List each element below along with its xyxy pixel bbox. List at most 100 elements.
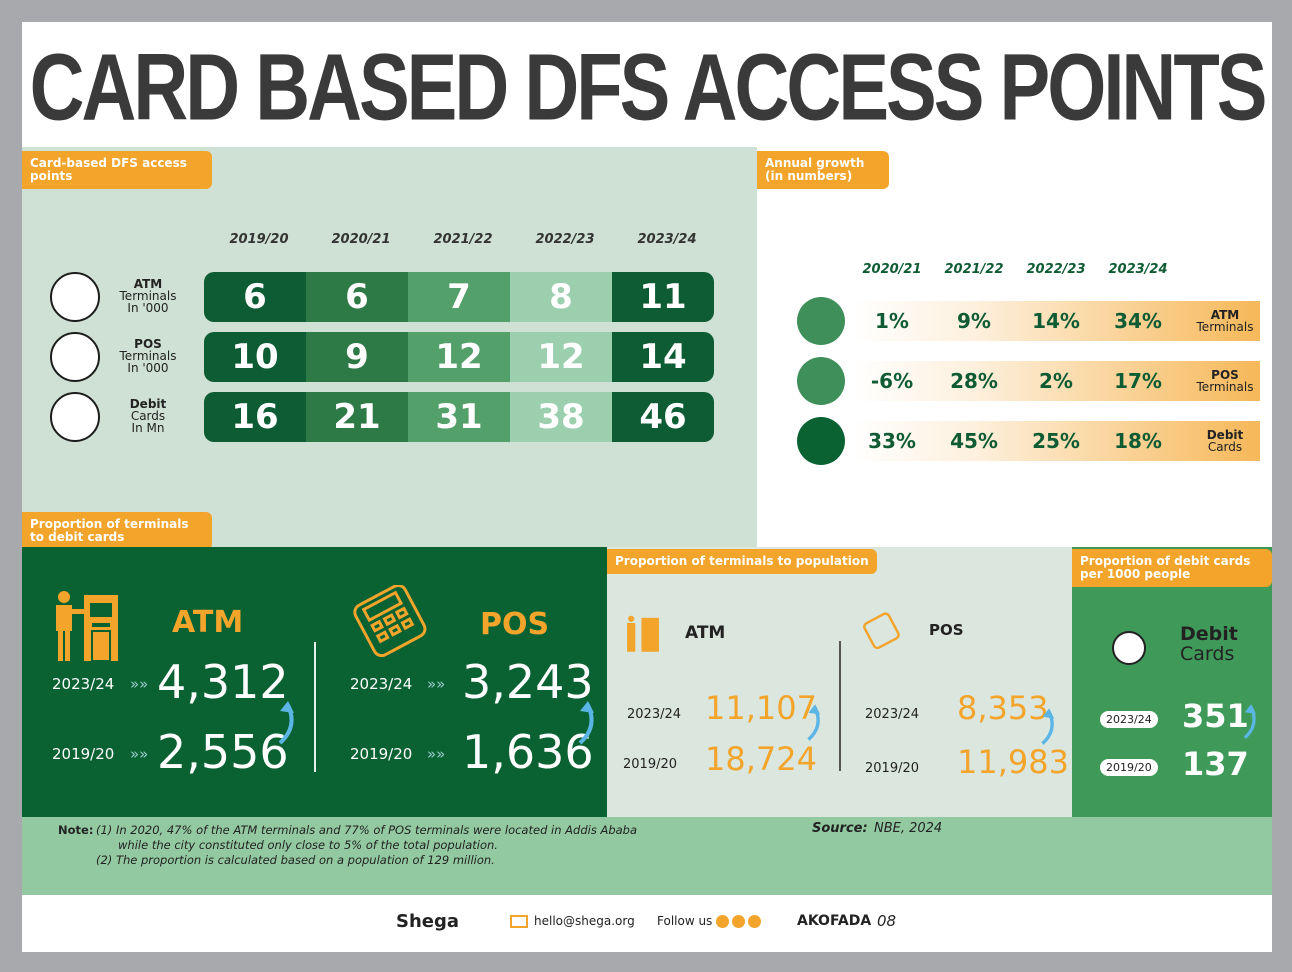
row-label-name: ATM [133, 277, 163, 291]
growth-value: -6% [870, 369, 914, 393]
access-points-panel: Card-based DFS access points 2019/20 2020… [22, 147, 757, 547]
growth-row-name: Debit [1206, 428, 1244, 442]
growth-row-label: POS Terminals [1185, 369, 1265, 393]
chevrons-icon: »» [130, 745, 149, 763]
row-label: Debit Cards In Mn [108, 398, 188, 434]
pos-v1: 3,243 [462, 655, 594, 709]
email-icon [510, 915, 528, 928]
cards-y1: 2023/24 [1100, 711, 1158, 728]
atm-label: ATM [685, 623, 726, 643]
footer: Shega hello@shega.org Follow us AKOFADA … [22, 895, 1272, 952]
atm-v1: 4,312 [157, 655, 289, 709]
growth-row-label: ATM Terminals [1185, 309, 1265, 333]
prop-debit-panel: ATM 2023/24 »» 4,312 2019/20 »» 2,556 PO… [22, 547, 607, 817]
divider [839, 641, 841, 771]
growth-bar [852, 301, 1260, 341]
chevrons-icon: »» [427, 745, 446, 763]
value-bar: 6 6 7 8 11 [204, 272, 714, 322]
source-value: NBE, 2024 [874, 821, 943, 836]
atm-machine-icon [56, 591, 118, 662]
atm-machine-icon [627, 615, 659, 652]
value-cell: 16 [204, 392, 306, 442]
prop-pop-panel: Proportion of terminals to population AT… [607, 547, 1072, 817]
growth-value: 18% [1114, 429, 1162, 453]
value-cell: 6 [204, 272, 306, 322]
row-label-unit2: In '000 [127, 361, 169, 375]
growth-row-name: POS [1211, 368, 1239, 382]
brand-logo: Shega [396, 911, 460, 932]
row-label-name: Debit [129, 397, 167, 411]
growth-year-header: 2023/24 [1108, 262, 1168, 277]
pos-v2: 1,636 [462, 725, 594, 779]
up-arrow-icon [578, 701, 594, 745]
value-bar: 10 9 12 12 14 [204, 332, 714, 382]
pos-icon [797, 357, 845, 405]
pos-icon [50, 332, 100, 382]
year-header: 2021/22 [433, 232, 493, 247]
value-cell: 46 [612, 392, 714, 442]
chevrons-icon: »» [130, 675, 149, 693]
row-label-unit2: In '000 [127, 301, 169, 315]
chevrons-icon: »» [427, 675, 446, 693]
value-cell: 11 [612, 272, 714, 322]
cards-y2: 2019/20 [1100, 759, 1158, 776]
row-label-unit1: Terminals [119, 289, 177, 303]
prop-cards-tag: Proportion of debit cards per 1000 peopl… [1072, 549, 1272, 587]
atm-y2: 2019/20 [623, 757, 678, 772]
growth-value: 45% [950, 429, 998, 453]
row-label-unit1: Cards [130, 409, 166, 423]
growth-value: 33% [868, 429, 916, 453]
value-cell: 8 [510, 272, 612, 322]
growth-value: 2% [1039, 369, 1073, 393]
growth-year-header: 2021/22 [944, 262, 1004, 277]
value-cell: 14 [612, 332, 714, 382]
note-line3: (2) The proportion is calculated based o… [96, 853, 495, 867]
growth-value: 14% [1032, 309, 1080, 333]
row-label-unit1: Terminals [119, 349, 177, 363]
atm-icon [50, 272, 100, 322]
cards-l1: Debit [1180, 623, 1238, 645]
value-cell: 10 [204, 332, 306, 382]
growth-value: 25% [1032, 429, 1080, 453]
growth-panel: Annual growth (in numbers) 2020/21 2021/2… [757, 147, 1272, 547]
up-arrow-icon [1243, 704, 1256, 739]
up-arrow-icon [1041, 708, 1055, 745]
pos-v2: 11,983 [957, 743, 1069, 781]
atm-y1: 2023/24 [52, 675, 115, 693]
pos-label: POS [480, 607, 550, 642]
growth-row-name: ATM [1210, 308, 1240, 322]
growth-value: 28% [950, 369, 998, 393]
value-cell: 31 [408, 392, 510, 442]
year-header: 2022/23 [535, 232, 595, 247]
linkedin-icon[interactable] [716, 915, 729, 928]
growth-value: 34% [1114, 309, 1162, 333]
pos-y2: 2019/20 [865, 761, 920, 776]
issue-number: 08 [877, 912, 897, 930]
value-cell: 21 [306, 392, 408, 442]
divider [314, 642, 316, 772]
source-label: Source: [812, 821, 868, 836]
prop-cards-panel: Proportion of debit cards per 1000 peopl… [1072, 547, 1272, 817]
row-label: ATM Terminals In '000 [108, 278, 188, 314]
note-line2: while the city constituted only close to… [118, 838, 498, 852]
pos-v1: 8,353 [957, 689, 1049, 727]
atm-y2: 2019/20 [52, 745, 115, 763]
pos-y2: 2019/20 [350, 745, 413, 763]
growth-row-unit: Terminals [1196, 320, 1254, 334]
growth-value: 9% [957, 309, 991, 333]
debit-card-icon [797, 417, 845, 465]
email-link[interactable]: hello@shega.org [534, 914, 635, 928]
facebook-icon[interactable] [748, 915, 761, 928]
growth-bar [852, 421, 1260, 461]
atm-y1: 2023/24 [627, 707, 682, 722]
debit-card-icon [50, 392, 100, 442]
year-header: 2023/24 [637, 232, 697, 247]
prop-pop-tag: Proportion of terminals to population [607, 549, 877, 574]
x-icon[interactable] [732, 915, 745, 928]
row-label-name: POS [134, 337, 162, 351]
cards-v1: 351 [1182, 697, 1249, 735]
year-header: 2019/20 [229, 232, 289, 247]
growth-row-unit: Terminals [1196, 380, 1254, 394]
follow-label: Follow us [657, 914, 713, 928]
value-cell: 9 [306, 332, 408, 382]
